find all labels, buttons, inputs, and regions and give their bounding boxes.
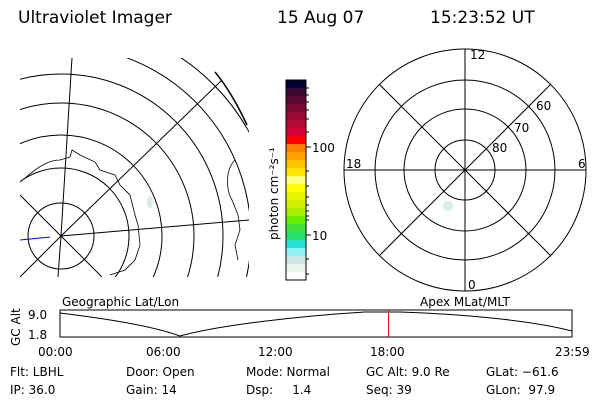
colorbar-band bbox=[286, 152, 306, 161]
colorbar-band bbox=[286, 136, 306, 145]
xtick-0: 00:00 bbox=[38, 345, 73, 359]
colorbar-band bbox=[286, 128, 306, 137]
colorbar-band bbox=[286, 264, 306, 273]
info-seq: Seq: 39 bbox=[366, 383, 412, 397]
colorbar-band bbox=[286, 104, 306, 113]
colorbar-band bbox=[286, 224, 306, 233]
polar-label-6: 6 bbox=[578, 157, 586, 171]
colorbar-band bbox=[286, 192, 306, 201]
title: Ultraviolet Imager bbox=[18, 8, 172, 28]
colorbar-band bbox=[286, 200, 306, 209]
xtick-2: 12:00 bbox=[258, 345, 293, 359]
date: 15 Aug 07 bbox=[277, 8, 365, 28]
altitude-timeline bbox=[59, 309, 573, 338]
info-gc-alt: GC Alt: 9.0 Re bbox=[366, 365, 450, 379]
colorbar-band bbox=[286, 216, 306, 225]
colorbar-band bbox=[286, 80, 306, 89]
left-map-title: Geographic Lat/Lon bbox=[62, 295, 180, 309]
colorbar-band bbox=[286, 112, 306, 121]
colorbar-frame bbox=[285, 79, 307, 281]
info-ip: IP: 36.0 bbox=[10, 383, 56, 397]
info-filter: Flt: LBHL bbox=[10, 365, 64, 379]
timeline-ylabel: GC Alt bbox=[9, 308, 23, 346]
colorbar bbox=[285, 79, 311, 281]
colorbar-band bbox=[286, 256, 306, 265]
xtick-4: 23:59 bbox=[555, 345, 590, 359]
colorbar-band bbox=[286, 272, 306, 281]
colorbar-band bbox=[286, 160, 306, 169]
polar-label-80: 80 bbox=[492, 141, 508, 155]
colorbar-band bbox=[286, 88, 306, 97]
geographic-map bbox=[20, 58, 249, 277]
colorbar-tick-10: 10 bbox=[312, 229, 328, 243]
polar-label-12: 12 bbox=[470, 48, 486, 62]
colorbar-label: photon cm⁻²s⁻¹ bbox=[267, 147, 281, 240]
polar-label-0: 0 bbox=[468, 278, 476, 292]
info-dsp: Dsp: 1.4 bbox=[246, 383, 312, 397]
colorbar-tick-100: 100 bbox=[312, 141, 335, 155]
info-glat: GLat: −61.6 bbox=[486, 365, 559, 379]
polar-mlat-mlt-plot bbox=[343, 48, 587, 292]
polar-label-70: 70 bbox=[514, 121, 530, 135]
colorbar-band bbox=[286, 176, 306, 185]
colorbar-band bbox=[286, 96, 306, 105]
colorbar-band bbox=[286, 168, 306, 177]
time: 15:23:52 UT bbox=[430, 8, 535, 28]
timeline-ymax: 9.0 bbox=[28, 308, 48, 322]
colorbar-band bbox=[286, 248, 306, 257]
colorbar-band bbox=[286, 240, 306, 249]
colorbar-band bbox=[286, 120, 306, 129]
info-glon: GLon: 97.9 bbox=[486, 383, 556, 397]
polar-label-18: 18 bbox=[346, 157, 362, 171]
info-door: Door: Open bbox=[126, 365, 195, 379]
xtick-1: 06:00 bbox=[146, 345, 181, 359]
colorbar-band bbox=[286, 144, 306, 153]
info-mode: Mode: Normal bbox=[246, 365, 330, 379]
colorbar-band bbox=[286, 208, 306, 217]
right-map-title: Apex MLat/MLT bbox=[420, 295, 510, 309]
colorbar-band bbox=[286, 184, 306, 193]
info-gain: Gain: 14 bbox=[126, 383, 177, 397]
polar-label-60: 60 bbox=[536, 99, 552, 113]
timeline-ymin: 1.8 bbox=[28, 328, 48, 342]
colorbar-band bbox=[286, 232, 306, 241]
xtick-3: 18:00 bbox=[370, 345, 405, 359]
